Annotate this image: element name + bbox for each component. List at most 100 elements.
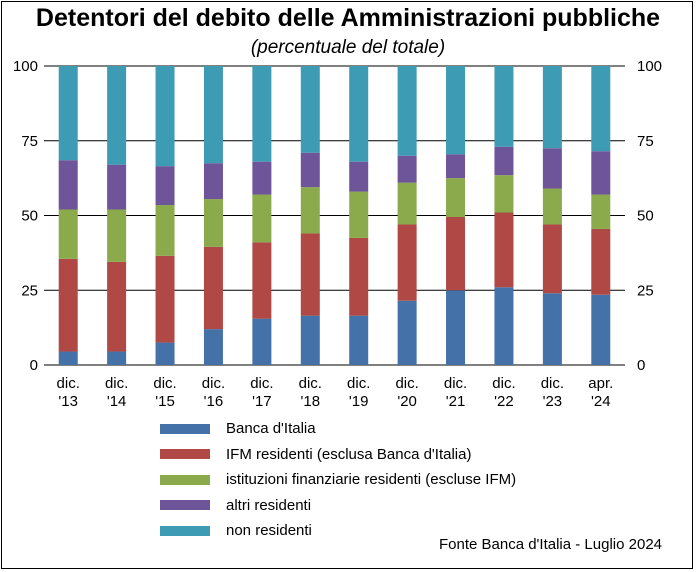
legend-item: non residenti (160, 518, 516, 544)
bar-segment-4 (446, 66, 466, 155)
x-tick-label: dic. '18 (299, 375, 322, 410)
y-tick-label-left: 50 (21, 208, 38, 225)
bar-segment-3 (252, 161, 272, 195)
bar-segment-1 (58, 258, 78, 352)
x-tick-label: dic. '17 (250, 375, 273, 410)
y-tick-label-left: 0 (30, 357, 38, 374)
bar-segment-0 (300, 315, 320, 365)
bar-segment-1 (300, 233, 320, 316)
x-tick-label: dic. '23 (541, 375, 564, 410)
x-tick-label: dic. '14 (105, 375, 128, 410)
bar-segment-4 (203, 66, 223, 164)
y-tick-label-right: 100 (637, 58, 662, 75)
legend-label: Banca d'Italia (226, 420, 316, 438)
bar-segment-0 (494, 287, 514, 365)
bar-segment-1 (349, 237, 369, 316)
bar-segment-1 (397, 224, 417, 301)
bar-segment-2 (397, 182, 417, 225)
legend-swatch (160, 449, 210, 460)
bar-segment-4 (349, 66, 369, 162)
bar-segment-2 (591, 194, 611, 229)
bar-segment-3 (446, 154, 466, 179)
bar-segment-2 (542, 188, 562, 225)
bar-segment-3 (349, 161, 369, 192)
bar-segment-0 (58, 351, 78, 365)
x-tick-label-line: dic. (202, 375, 225, 392)
x-tick-label-line: '18 (301, 393, 321, 410)
bar-segment-3 (155, 166, 175, 206)
x-tick-label-line: apr. (588, 375, 613, 392)
bar-segment-0 (591, 294, 611, 365)
x-tick-label-line: '23 (543, 393, 563, 410)
bar-segment-3 (300, 152, 320, 188)
x-tick-label-line: '15 (155, 393, 175, 410)
x-tick-label-line: dic. (250, 375, 273, 392)
bar-segment-2 (58, 209, 78, 259)
legend-item: IFM residenti (esclusa Banca d'Italia) (160, 442, 516, 468)
x-tick-label-line: dic. (395, 375, 418, 392)
y-tick-label-right: 75 (637, 133, 654, 150)
bar-segment-2 (300, 187, 320, 234)
bar-segment-3 (397, 155, 417, 183)
bar-segment-3 (494, 146, 514, 176)
bar-segment-0 (155, 342, 175, 365)
bar-segment-0 (542, 293, 562, 365)
bar-segment-2 (107, 209, 127, 262)
bar-segment-1 (494, 212, 514, 288)
legend-swatch (160, 500, 210, 511)
x-tick-label: dic. '19 (347, 375, 370, 410)
y-tick-label-left: 25 (21, 282, 38, 299)
bar-segment-1 (591, 228, 611, 295)
bar-segment-1 (155, 255, 175, 343)
bar-segment-0 (397, 300, 417, 365)
bar-segment-4 (591, 66, 611, 152)
bar-segment-4 (58, 66, 78, 161)
legend-swatch (160, 525, 210, 536)
x-tick-label-line: '21 (446, 393, 466, 410)
legend-swatch (160, 474, 210, 485)
bar-segment-2 (494, 175, 514, 213)
bar-segment-3 (591, 151, 611, 195)
x-tick-label: dic. '13 (57, 375, 80, 410)
y-tick-label-right: 50 (637, 208, 654, 225)
legend-item: altri residenti (160, 493, 516, 519)
x-tick-label-line: '24 (591, 393, 611, 410)
bar-segment-0 (252, 318, 272, 365)
bar-segment-3 (542, 148, 562, 189)
chart-title: Detentori del debito delle Amministrazio… (35, 4, 661, 32)
x-tick-label-line: dic. (444, 375, 467, 392)
source-note: Fonte Banca d'Italia - Luglio 2024 (438, 536, 662, 553)
bar-segment-1 (446, 216, 466, 291)
y-tick-label-right: 25 (637, 282, 654, 299)
bar-segment-2 (446, 178, 466, 217)
bar-segment-3 (203, 163, 223, 200)
bar-segment-4 (155, 66, 175, 167)
bar-segment-0 (203, 329, 223, 365)
bar-segment-2 (252, 194, 272, 243)
bar-segment-2 (349, 191, 369, 238)
legend-label: IFM residenti (esclusa Banca d'Italia) (226, 445, 472, 463)
legend-item: istituzioni finanziarie residenti (esclu… (160, 467, 516, 493)
x-tick-label: dic. '21 (444, 375, 467, 410)
y-tick-label-left: 100 (13, 58, 38, 75)
bar-segment-1 (542, 224, 562, 294)
bar-segment-2 (155, 205, 175, 256)
x-tick-label-line: dic. (299, 375, 322, 392)
x-tick-label: dic. '15 (153, 375, 176, 410)
x-tick-label-line: dic. (492, 375, 515, 392)
x-tick-label-line: '20 (397, 393, 417, 410)
legend-label: altri residenti (226, 496, 312, 514)
bar-segment-0 (349, 315, 369, 365)
legend-swatch (160, 423, 210, 434)
x-tick-label-line: '19 (349, 393, 369, 410)
x-tick-label-line: dic. (105, 375, 128, 392)
chart-subtitle: (percentuale del totale) (250, 37, 446, 58)
legend-item: Banca d'Italia (160, 416, 516, 442)
bar-segment-4 (300, 66, 320, 153)
bar-segment-0 (107, 351, 127, 365)
x-tick-label: apr. '24 (588, 375, 613, 410)
bar-segment-1 (252, 242, 272, 319)
y-tick-label-left: 75 (21, 133, 38, 150)
y-tick-label-right: 0 (637, 357, 645, 374)
